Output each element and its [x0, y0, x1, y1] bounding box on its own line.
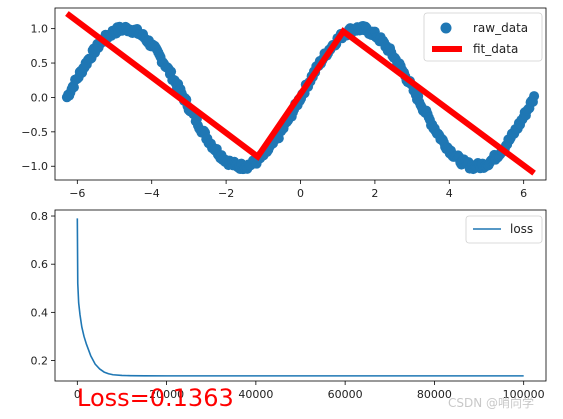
x-tick-label: 60000 [328, 388, 363, 401]
csdn-watermark: CSDN @哨向学 [448, 395, 534, 410]
y-tick-label: −1.0 [21, 160, 48, 173]
loss-x-ticks: 0 20000 40000 60000 80000 100000 [74, 381, 545, 401]
loss-marks [76, 218, 524, 377]
y-tick-label: 0.6 [31, 258, 49, 271]
legend-box [465, 215, 543, 244]
y-tick-label: 1.0 [31, 23, 49, 36]
y-tick-label: 0.4 [31, 306, 49, 319]
raw-data-point [68, 82, 79, 93]
legend-raw-data-marker [440, 22, 452, 34]
sine-fit-marks [61, 11, 540, 176]
sine-fit-legend: raw_data fit_data [423, 12, 543, 62]
x-tick-label: 40000 [238, 388, 273, 401]
x-tick-label: 6 [520, 187, 527, 200]
loss-annotation: Loss=0.1363 [77, 384, 234, 412]
legend-raw-data-label: raw_data [473, 21, 528, 35]
x-tick-label: 20000 [149, 388, 184, 401]
legend-fit-data-label: fit_data [473, 42, 518, 56]
x-tick-label: 80000 [417, 388, 452, 401]
y-tick-label: 0.2 [31, 355, 49, 368]
sine-fit-plot: −6 −4 −2 0 2 4 6 −1.0 −0.5 0.0 0.5 1.0 raw_data fi… [21, 7, 547, 200]
x-tick-label: 0 [297, 187, 304, 200]
y-tick-label: −0.5 [21, 126, 48, 139]
loss-legend: loss [465, 215, 543, 244]
sine-fit-y-ticks: −1.0 −0.5 0.0 0.5 1.0 [21, 23, 55, 173]
legend-loss-label: loss [510, 222, 533, 236]
y-tick-label: 0.0 [31, 91, 49, 104]
y-tick-label: 0.8 [31, 210, 49, 223]
loss-y-ticks: 0.2 0.4 0.6 0.8 [31, 210, 55, 368]
x-tick-label: −2 [218, 187, 234, 200]
x-tick-label: 100000 [503, 388, 545, 401]
sine-fit-x-ticks: −6 −4 −2 0 2 4 6 [69, 180, 527, 200]
x-tick-label: 0 [74, 388, 81, 401]
x-tick-label: −6 [69, 187, 85, 200]
raw-data-point [529, 91, 540, 102]
fit-data-line [65, 11, 536, 176]
x-tick-label: 4 [446, 187, 453, 200]
loss-plot: 0 20000 40000 60000 80000 100000 0.2 0.4 0.6 0.8… [31, 209, 547, 401]
loss-axes-frame [54, 209, 547, 382]
loss-line [76, 218, 524, 377]
raw-data-point [166, 66, 177, 77]
x-tick-label: 2 [371, 187, 378, 200]
x-tick-label: −4 [144, 187, 160, 200]
y-tick-label: 0.5 [31, 57, 49, 70]
